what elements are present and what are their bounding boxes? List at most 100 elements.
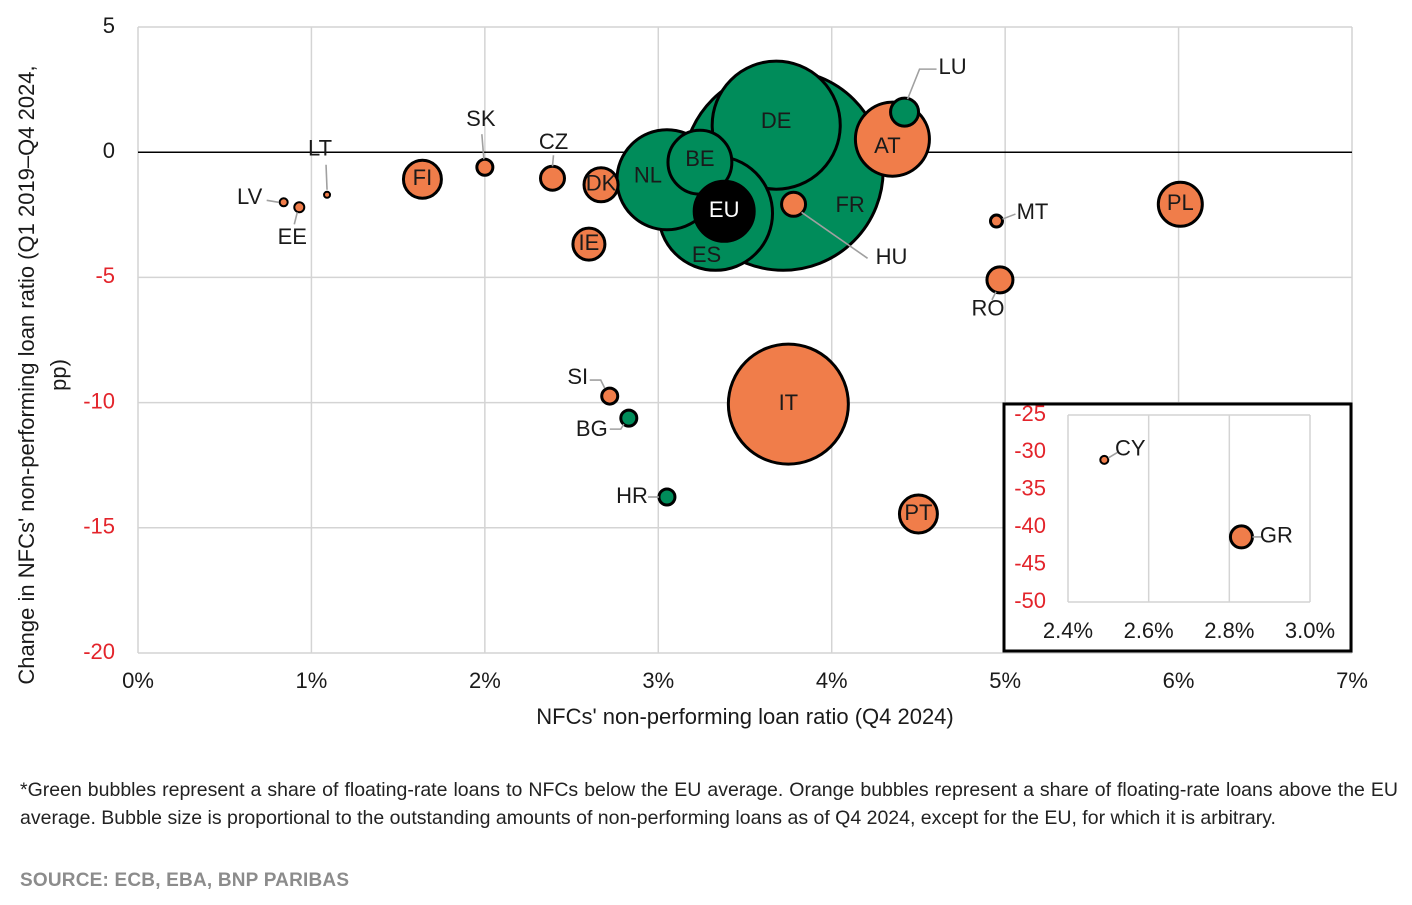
bubble-LT <box>323 190 332 199</box>
leader-line-MT <box>1002 213 1016 220</box>
inset-chart: -25 -30 -35 -40 -45 -50 2.4% 2.6% 2.8% 3.0% CY GR <box>1002 401 1353 653</box>
inset-y-tick-label: -30 <box>1014 438 1046 463</box>
x-tick-label: 2% <box>469 668 501 693</box>
bubble-label-LU: LU <box>938 54 966 79</box>
x-tick-label: 3% <box>642 668 674 693</box>
y-tick-labels: 5 0 -5 -10 -15 -20 <box>83 13 115 664</box>
leader-line-CZ <box>551 155 555 167</box>
bubble-label-EU: EU <box>709 197 740 222</box>
bubble-CZ <box>538 164 566 192</box>
inset-x-tick-label: 2.4% <box>1043 618 1093 643</box>
y-axis-label-line: pp) <box>46 359 71 391</box>
leader-line-EE <box>293 212 299 225</box>
bubble-LV <box>278 197 289 208</box>
bubble-label-DK: DK <box>586 171 617 196</box>
bubble-SI <box>600 386 620 406</box>
x-tick-label: 6% <box>1163 668 1195 693</box>
inset-y-tick-label: -45 <box>1014 550 1046 575</box>
bubble-label-LT: LT <box>308 136 332 161</box>
x-tick-label: 4% <box>816 668 848 693</box>
bubble-label-HR: HR <box>616 483 648 508</box>
leader-line-LT <box>325 164 328 190</box>
inset-x-tick-label: 3.0% <box>1285 618 1335 643</box>
y-axis-label: Change in NFCs' non-performing loan rati… <box>14 65 71 684</box>
bubble-RO <box>985 265 1015 295</box>
bubble-label-HU: HU <box>876 244 908 269</box>
bubble-SK <box>475 157 495 177</box>
bubble-HR <box>657 487 677 507</box>
inset-y-tick-label: -50 <box>1014 588 1046 613</box>
inset-leader-lines <box>1107 451 1263 538</box>
leader-line-CY <box>1107 451 1119 459</box>
y-tick-label: -20 <box>83 639 115 664</box>
leader-line-SI <box>589 379 606 389</box>
bubble-label-SI: SI <box>567 364 588 389</box>
x-tick-label: 1% <box>296 668 328 693</box>
bubble-label-LV: LV <box>237 184 263 209</box>
bubble-IT <box>726 342 850 466</box>
bubble-label-IT: IT <box>779 390 799 415</box>
bubble-label-IE: IE <box>579 230 600 255</box>
inset-y-tick-label: -35 <box>1014 476 1046 501</box>
bubbles <box>278 59 1204 535</box>
inset-bubble-labels: CY GR <box>1115 436 1293 548</box>
bubble-label-NL: NL <box>634 163 662 188</box>
bubble-GR <box>1228 524 1254 550</box>
bubble-EU <box>692 179 756 243</box>
bubble-label-SK: SK <box>466 106 496 131</box>
y-axis-label-line: Change in NFCs' non-performing loan rati… <box>14 65 39 684</box>
bubble-DE <box>710 59 842 191</box>
y-tick-label: 0 <box>103 138 115 163</box>
bubble-label-FI: FI <box>413 165 433 190</box>
inset-y-tick-label: -25 <box>1014 401 1046 426</box>
bubble-HU <box>780 190 808 218</box>
bubble-label-BG: BG <box>576 416 608 441</box>
bubble-label-CY: CY <box>1115 436 1146 461</box>
bubble-PL <box>1156 180 1204 228</box>
bubble-PT <box>897 493 939 535</box>
leader-line-SK <box>481 134 485 160</box>
bubble-MT <box>988 213 1004 229</box>
leader-line-LV <box>266 199 279 204</box>
x-tick-label: 0% <box>122 668 154 693</box>
bubble-label-DE: DE <box>761 108 792 133</box>
leader-line-LU <box>906 68 937 100</box>
x-tick-label: 5% <box>989 668 1021 693</box>
bubble-label-CZ: CZ <box>539 129 568 154</box>
bubble-DK <box>582 166 620 204</box>
bubble-label-MT: MT <box>1017 199 1049 224</box>
bubble-IE <box>571 226 607 262</box>
bubble-label-PL: PL <box>1167 190 1194 215</box>
y-tick-label: -5 <box>95 263 115 288</box>
bubble-label-BE: BE <box>685 146 714 171</box>
bubble-labels: LV EE LT FI SK CZ DK IE NL BE DE FR ES EU HU AT LU MT RO PL… <box>237 54 1194 525</box>
inset-x-tick-label: 2.6% <box>1124 618 1174 643</box>
bubble-FI <box>401 158 443 200</box>
inset-x-tick-labels: 2.4% 2.6% 2.8% 3.0% <box>1043 618 1335 643</box>
y-tick-label: 5 <box>103 13 115 38</box>
inset-grid-lines <box>1067 414 1311 603</box>
bubble-label-AT: AT <box>874 133 900 158</box>
inset-y-tick-labels: -25 -30 -35 -40 -45 -50 <box>1014 401 1046 613</box>
bubble-LU <box>889 96 921 128</box>
bubble-CY <box>1099 454 1110 465</box>
bubble-EE <box>293 201 306 214</box>
inset-y-tick-label: -40 <box>1014 513 1046 538</box>
x-axis-label: NFCs' non-performing loan ratio (Q4 2024… <box>536 704 954 729</box>
x-tick-labels: 0% 1% 2% 3% 4% 5% 6% 7% <box>122 668 1368 693</box>
bubble-label-GR: GR <box>1260 523 1293 548</box>
leader-line-HU <box>801 211 869 259</box>
inset-frame <box>1002 402 1353 653</box>
leader-line-RO <box>991 291 997 301</box>
footnote: *Green bubbles represent a share of floa… <box>20 779 1398 829</box>
bubble-label-EE: EE <box>278 224 307 249</box>
bubble-label-FR: FR <box>835 192 864 217</box>
bubble-label-RO: RO <box>971 296 1004 321</box>
y-tick-label: -15 <box>83 514 115 539</box>
bubble-chart: 5 0 -5 -10 -15 -20 0% 1% 2% 3% 4% 5% 6% 7% LV EE LT FI S… <box>14 13 1368 729</box>
leader-lines <box>266 68 1016 498</box>
bubble-label-PT: PT <box>904 500 932 525</box>
bubble-BG <box>619 408 639 428</box>
source-note: SOURCE: ECB, EBA, BNP PARIBAS <box>20 870 350 891</box>
inset-x-tick-label: 2.8% <box>1204 618 1254 643</box>
